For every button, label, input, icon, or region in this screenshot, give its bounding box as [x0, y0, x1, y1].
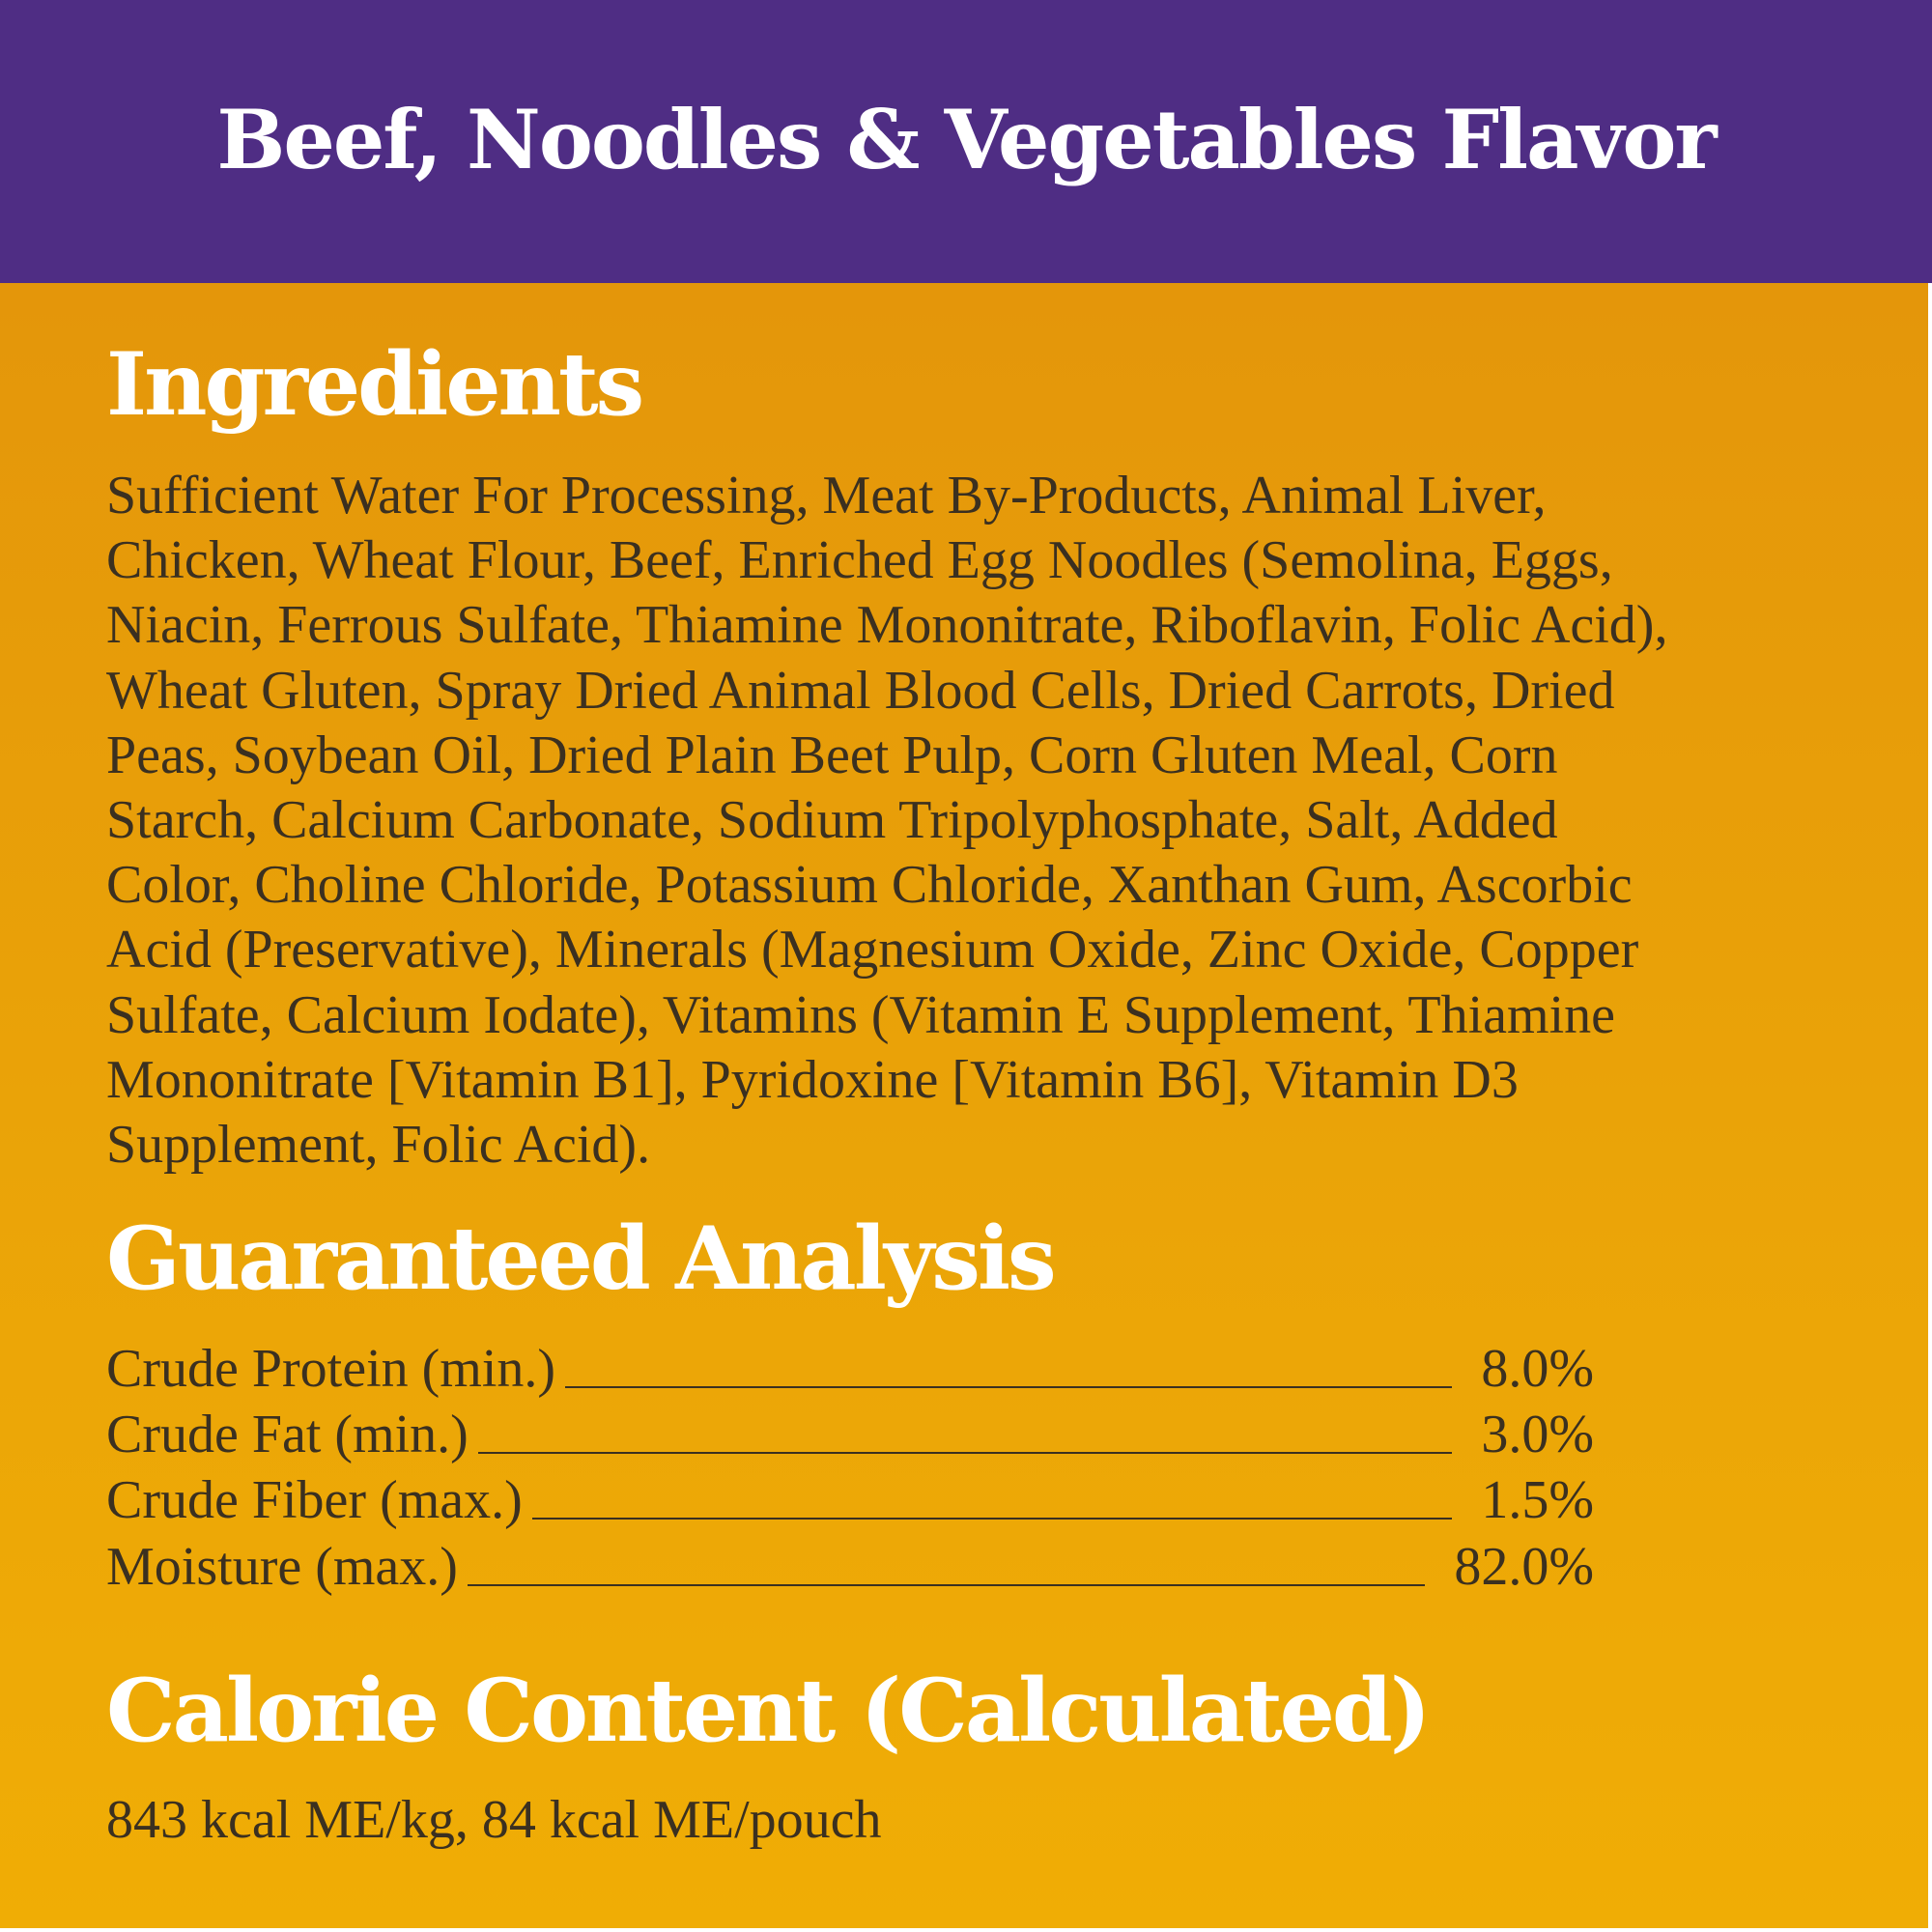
leader-line — [477, 1452, 1453, 1454]
ingredients-line: Color, Choline Chloride, Potassium Chlor… — [106, 855, 1633, 916]
calorie-heading: Calorie Content (Calculated) — [106, 1660, 1431, 1762]
analysis-heading: Guaranteed Analysis — [106, 1208, 1057, 1310]
leader-line — [531, 1518, 1453, 1520]
ingredients-heading: Ingredients — [106, 333, 644, 436]
analysis-label: Crude Protein (min.) — [106, 1339, 556, 1399]
ingredients-line: Mononitrate [Vitamin B1], Pyridoxine [Vi… — [106, 1049, 1519, 1110]
analysis-label: Crude Fat (min.) — [106, 1405, 469, 1464]
calorie-text: 843 kcal ME/kg, 84 kcal ME/pouch — [106, 1790, 882, 1850]
ingredients-line: Acid (Preservative), Minerals (Magnesium… — [106, 920, 1639, 980]
info-panel — [0, 283, 1928, 1928]
analysis-value: 1.5% — [1481, 1470, 1594, 1530]
analysis-label: Crude Fiber (max.) — [106, 1470, 523, 1530]
analysis-row: Moisture (max.) 82.0% — [106, 1536, 1594, 1602]
ingredients-line: Wheat Gluten, Spray Dried Animal Blood C… — [106, 660, 1615, 721]
ingredients-line: Sufficient Water For Processing, Meat By… — [106, 466, 1547, 526]
analysis-label: Moisture (max.) — [106, 1537, 458, 1597]
product-title: Beef, Noodles & Vegetables Flavor — [216, 92, 1717, 187]
ingredients-line: Peas, Soybean Oil, Dried Plain Beet Pulp… — [106, 724, 1558, 785]
analysis-row: Crude Protein (min.) 8.0% — [106, 1338, 1594, 1404]
analysis-row: Crude Fat (min.) 3.0% — [106, 1404, 1594, 1469]
ingredients-line: Supplement, Folic Acid). — [106, 1115, 651, 1176]
ingredients-line: Niacin, Ferrous Sulfate, Thiamine Mononi… — [106, 595, 1668, 656]
leader-line — [467, 1584, 1426, 1586]
analysis-value: 3.0% — [1481, 1405, 1594, 1464]
ingredients-line: Starch, Calcium Carbonate, Sodium Tripol… — [106, 790, 1558, 851]
ingredients-list: Sufficient Water For Processing, Meat By… — [106, 464, 1667, 1178]
ingredients-line: Sulfate, Calcium Iodate), Vitamins (Vita… — [106, 984, 1616, 1045]
ingredients-line: Chicken, Wheat Flour, Beef, Enriched Egg… — [106, 530, 1613, 591]
analysis-row: Crude Fiber (max.) 1.5% — [106, 1469, 1594, 1535]
leader-line — [565, 1386, 1453, 1388]
analysis-value: 82.0% — [1454, 1537, 1594, 1597]
title-banner: Beef, Noodles & Vegetables Flavor — [0, 0, 1932, 283]
analysis-value: 8.0% — [1481, 1339, 1594, 1399]
